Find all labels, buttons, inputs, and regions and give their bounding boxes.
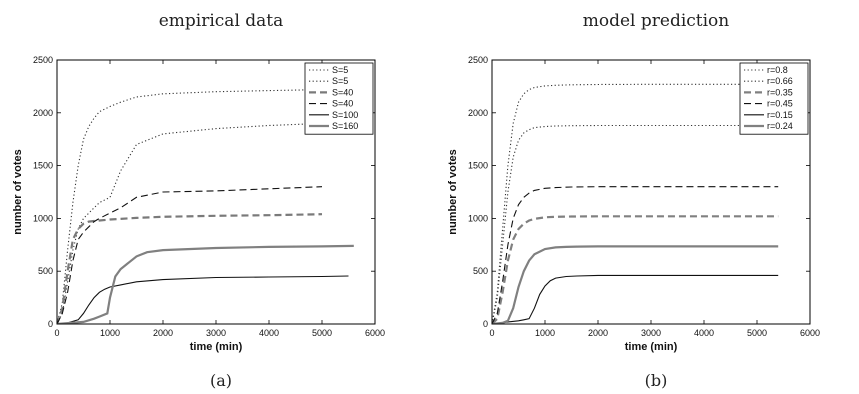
y-tick-label: 1500 — [33, 161, 53, 171]
panel-model: model prediction (b) 0 1000 2000 3000 4000 50… — [447, 11, 820, 390]
legend-label: r=0.24 — [767, 121, 793, 131]
x-tick-label: 4000 — [259, 328, 279, 338]
x-axis-label: time (min) — [190, 341, 243, 353]
legend-label: S=5 — [332, 65, 348, 75]
y-tick-label: 2000 — [33, 108, 53, 118]
y-tick-label: 2500 — [33, 55, 53, 65]
x-tick-label: 1000 — [535, 328, 555, 338]
series-line-5 — [492, 274, 779, 324]
legend-label: r=0.66 — [767, 76, 793, 86]
series-line-5 — [57, 275, 349, 324]
series-group — [57, 87, 354, 324]
y-tick-label: 2500 — [468, 55, 488, 65]
x-tick-label: 6000 — [365, 328, 385, 338]
series-line-6 — [492, 245, 779, 324]
legend-box — [304, 62, 374, 135]
y-tick-label: 1000 — [468, 213, 488, 223]
x-tick-label: 2000 — [588, 328, 608, 338]
y-tick-label: 0 — [483, 319, 488, 329]
x-tick-label: 5000 — [312, 328, 332, 338]
y-tick-label: 2000 — [468, 108, 488, 118]
y-axis-label: number of votes — [12, 149, 24, 235]
legend-label: S=5 — [332, 76, 348, 86]
x-tick-label: 5000 — [747, 328, 767, 338]
y-tick-label: 1500 — [468, 161, 488, 171]
series-line-3 — [492, 215, 779, 324]
legend-label: r=0.8 — [767, 65, 788, 75]
legend-label: r=0.15 — [767, 110, 793, 120]
legend: r=0.8r=0.66r=0.35 r=0.45r=0.15r=0.24 — [739, 62, 809, 135]
y-tick-label: 0 — [48, 319, 53, 329]
series-line-2 — [57, 121, 344, 324]
legend-label: r=0.45 — [767, 99, 793, 109]
x-tick-label: 4000 — [694, 328, 714, 338]
series-line-1 — [492, 83, 779, 324]
legend-label: S=40 — [332, 87, 353, 97]
panel-title: empirical data — [159, 11, 284, 31]
x-tick-label: 0 — [489, 328, 494, 338]
y-axis-label: number of votes — [447, 149, 459, 235]
series-group — [492, 83, 779, 324]
series-line-6 — [57, 244, 354, 324]
panel-caption: (b) — [645, 371, 668, 390]
x-tick-label: 3000 — [641, 328, 661, 338]
y-tick-label: 500 — [473, 266, 488, 276]
x-tick-label: 2000 — [153, 328, 173, 338]
y-tick-label: 1000 — [33, 213, 53, 223]
series-line-2 — [492, 124, 779, 324]
x-tick-label: 1000 — [100, 328, 120, 338]
x-tick-label: 0 — [54, 328, 59, 338]
x-tick-label: 3000 — [206, 328, 226, 338]
series-line-1 — [57, 87, 344, 324]
panel-title: model prediction — [583, 11, 730, 31]
legend-label: S=160 — [332, 121, 358, 131]
series-line-4 — [57, 186, 323, 324]
panel-caption: (a) — [210, 371, 232, 390]
legend-box — [739, 62, 809, 135]
panel-empirical: empirical data (a) 0 1000 2000 3000 4000 5000… — [12, 11, 385, 390]
legend-label: S=100 — [332, 110, 358, 120]
legend-label: S=40 — [332, 99, 353, 109]
series-line-4 — [492, 186, 779, 324]
x-tick-label: 6000 — [800, 328, 820, 338]
y-tick-label: 500 — [38, 266, 53, 276]
series-line-3 — [57, 213, 323, 324]
x-axis-label: time (min) — [625, 341, 678, 353]
legend-label: r=0.35 — [767, 87, 793, 97]
